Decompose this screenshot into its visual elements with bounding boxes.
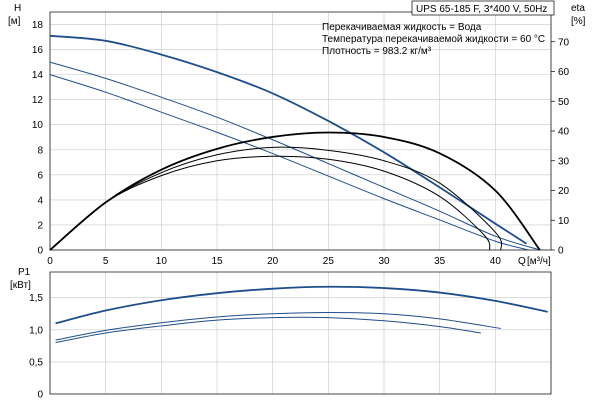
x-tick-label: 0 bbox=[47, 256, 53, 267]
y2-tick-label: 0 bbox=[558, 246, 564, 257]
top-chart-grid bbox=[49, 12, 552, 251]
bottom-chart-ticks: 0 0,5 1,0 1,5 bbox=[29, 293, 43, 400]
efficiency-curve-4 bbox=[49, 131, 541, 251]
y-tick-label: 2 bbox=[37, 220, 43, 231]
bottom-plot-frame bbox=[49, 271, 552, 395]
power-axis-label: P1 bbox=[18, 267, 31, 278]
y-tick-label: 16 bbox=[32, 45, 44, 56]
efficiency-curve-6 bbox=[49, 155, 491, 251]
x-tick-label: 15 bbox=[211, 256, 223, 267]
head-curve-1 bbox=[49, 34, 527, 245]
y2-tick-label: 20 bbox=[558, 186, 570, 197]
y-tick-label: 4 bbox=[37, 195, 43, 206]
x-axis-unit: [м³/ч] bbox=[527, 256, 551, 267]
y-tick-label: 14 bbox=[32, 70, 44, 81]
x-axis-label: Q bbox=[518, 256, 526, 267]
y-tick-label: 12 bbox=[32, 95, 44, 106]
y-tick-label: 8 bbox=[37, 145, 43, 156]
y-axis-label: H bbox=[14, 3, 21, 14]
y-axis-unit: [м] bbox=[8, 16, 21, 27]
y2-tick-label: 60 bbox=[558, 67, 570, 78]
head-curve-3 bbox=[49, 74, 529, 251]
power-tick-label: 0 bbox=[37, 390, 43, 400]
chart-title: UPS 65-185 F, 3*400 V, 50Hz bbox=[416, 4, 547, 15]
x-tick-label: 10 bbox=[156, 256, 168, 267]
top-chart-series bbox=[49, 34, 541, 251]
power-tick-label: 0,5 bbox=[29, 357, 43, 368]
top-chart-ticks: 0 5 10 15 20 25 30 35 40 0 2 4 6 8 10 12 14 16 18 0 10 20 30 40… bbox=[32, 20, 570, 267]
y-tick-label: 6 bbox=[37, 170, 43, 181]
y2-tick-label: 30 bbox=[558, 156, 570, 167]
top-plot-frame bbox=[49, 11, 552, 251]
x-tick-label: 35 bbox=[434, 256, 446, 267]
y2-tick-label: 10 bbox=[558, 216, 570, 227]
bottom-chart-grid bbox=[49, 272, 552, 395]
info-line-fluid: Перекачиваемая жидкость = Вода bbox=[322, 22, 482, 33]
y-tick-label: 10 bbox=[32, 120, 44, 131]
efficiency-curve-5 bbox=[49, 146, 503, 251]
info-line-temperature: Температура перекачиваемой жидкости = 60… bbox=[322, 34, 545, 45]
y2-tick-label: 40 bbox=[558, 127, 570, 138]
bottom-chart-series bbox=[55, 285, 548, 344]
power-axis-unit: [кВт] bbox=[10, 280, 31, 291]
power-tick-label: 1,0 bbox=[29, 325, 43, 336]
x-tick-label: 5 bbox=[103, 256, 109, 267]
y2-axis-unit: [%] bbox=[571, 16, 586, 27]
x-tick-label: 20 bbox=[267, 256, 279, 267]
y-tick-label: 0 bbox=[37, 246, 43, 257]
x-tick-label: 30 bbox=[378, 256, 390, 267]
power-curve-2 bbox=[55, 311, 501, 341]
x-tick-label: 40 bbox=[490, 256, 502, 267]
x-tick-label: 25 bbox=[323, 256, 335, 267]
power-curve-3 bbox=[55, 316, 481, 344]
power-curve-1 bbox=[55, 285, 548, 325]
info-line-density: Плотность = 983.2 кг/м³ bbox=[322, 46, 432, 57]
title-box bbox=[411, 0, 555, 16]
y-tick-label: 18 bbox=[32, 20, 44, 31]
head-curve-2 bbox=[49, 61, 541, 251]
power-tick-label: 1,5 bbox=[29, 293, 43, 304]
y2-tick-label: 70 bbox=[558, 37, 570, 48]
y2-tick-label: 50 bbox=[558, 97, 570, 108]
y2-axis-label: eta bbox=[571, 3, 585, 14]
